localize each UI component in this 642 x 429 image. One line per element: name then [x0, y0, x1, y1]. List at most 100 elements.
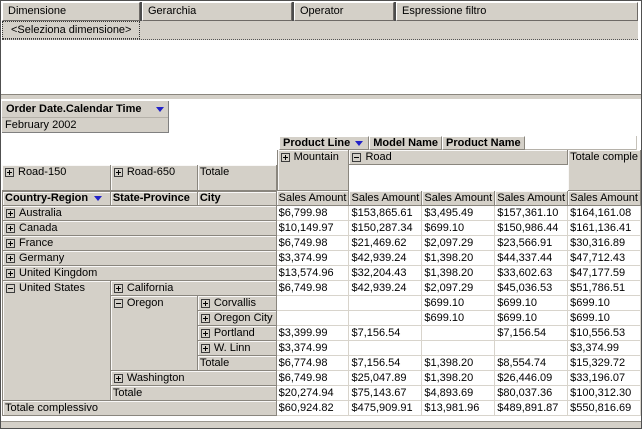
row-member-label: Australia	[19, 206, 62, 219]
data-cell	[276, 311, 350, 326]
row-member-california[interactable]: California	[110, 281, 277, 296]
row-member-label: Oregon	[126, 296, 164, 309]
data-cell: $153,865.61	[349, 206, 423, 221]
row-member-united-kingdom[interactable]: United Kingdom	[2, 266, 277, 281]
row-member-label: California	[126, 281, 174, 294]
data-cell	[349, 311, 423, 326]
row-member-washington[interactable]: Washington	[110, 371, 277, 386]
expand-icon[interactable]	[113, 373, 123, 383]
expand-icon[interactable]	[113, 167, 123, 177]
col-member-label: Mountain	[293, 150, 339, 163]
row-member-france[interactable]: France	[2, 236, 277, 251]
col-member-road-650[interactable]: Road-650	[110, 165, 198, 191]
data-cell: $3,399.99	[276, 326, 350, 341]
row-member-oregon-city[interactable]: Oregon City	[197, 311, 277, 326]
col-member-mountain[interactable]: Mountain	[276, 150, 350, 191]
data-cell: $75,143.67	[349, 386, 423, 401]
expand-icon[interactable]	[6, 268, 15, 278]
collapse-icon[interactable]	[113, 298, 123, 308]
column-fields-filler	[524, 136, 636, 150]
data-cell: $699.10	[568, 311, 641, 326]
col-member-road-150[interactable]: Road-150	[2, 165, 111, 191]
field-state-province[interactable]: State-Province	[110, 191, 198, 206]
row-member-united-states[interactable]: United States	[2, 281, 111, 401]
data-cell: $699.10	[495, 296, 569, 311]
data-cell: $1,398.20	[422, 251, 496, 266]
expand-icon[interactable]	[6, 253, 15, 263]
row-member-portland[interactable]: Portland	[197, 326, 277, 341]
data-cell: $1,398.20	[422, 356, 496, 371]
select-dimension-cell[interactable]: <Seleziona dimensione>	[2, 21, 140, 39]
measure-header[interactable]: Sales Amount	[349, 191, 423, 206]
expand-icon[interactable]	[6, 208, 15, 218]
collapse-icon[interactable]	[352, 152, 362, 162]
row-subtotal-united-states: Totale	[110, 386, 277, 401]
row-member-canada[interactable]: Canada	[2, 221, 277, 236]
table-row: Totale $6,774.98 $7,156.54 $1,398.20 $8,…	[2, 356, 641, 371]
row-member-oregon[interactable]: Oregon	[110, 296, 198, 371]
collapse-icon[interactable]	[6, 283, 15, 293]
table-row: Germany $3,374.99 $42,939.24 $1,398.20 $…	[2, 251, 641, 266]
measure-header[interactable]: Sales Amount	[568, 191, 641, 206]
row-member-australia[interactable]: Australia	[2, 206, 277, 221]
data-cell: $100,312.30	[568, 386, 641, 401]
field-country-region-label: Country-Region	[5, 192, 89, 204]
row-member-label: Washington	[126, 371, 185, 384]
column-fields-band: Product Line Model Name Product Name	[279, 136, 636, 150]
table-row: Totale complessivo $60,924.82 $475,909.9…	[2, 401, 641, 416]
dropdown-arrow-icon[interactable]	[156, 106, 164, 112]
field-product-name[interactable]: Product Name	[442, 136, 525, 150]
data-cell: $164,161.08	[568, 206, 641, 221]
dropdown-arrow-icon[interactable]	[355, 140, 364, 146]
table-row: Totale $20,274.94 $75,143.67 $4,893.69 $…	[2, 386, 641, 401]
measure-header-row: Country-Region State-Province City Sales…	[2, 191, 641, 206]
expand-icon[interactable]	[200, 343, 210, 353]
expand-icon[interactable]	[113, 283, 123, 293]
col-member-road[interactable]: Road	[349, 150, 569, 165]
field-country-region[interactable]: Country-Region	[2, 191, 111, 206]
measure-header[interactable]: Sales Amount	[422, 191, 496, 206]
row-member-label: Totale complessivo	[5, 401, 98, 414]
expand-icon[interactable]	[200, 298, 210, 308]
data-cell: $13,981.96	[422, 401, 496, 416]
col-member-label: Road	[365, 150, 392, 163]
table-row: United Kingdom $13,574.96 $32,204.43 $1,…	[2, 266, 641, 281]
row-member-label: United States	[19, 281, 86, 294]
data-cell: $157,361.10	[495, 206, 569, 221]
expand-icon[interactable]	[200, 328, 210, 338]
data-cell: $7,156.54	[495, 326, 569, 341]
measure-header[interactable]: Sales Amount	[276, 191, 350, 206]
data-cell: $2,097.29	[422, 281, 496, 296]
row-member-label: Oregon City	[213, 311, 273, 324]
row-subtotal-oregon: Totale	[197, 356, 277, 371]
expand-icon[interactable]	[5, 167, 14, 177]
col-member-label: Totale	[199, 165, 230, 178]
measure-header[interactable]: Sales Amount	[495, 191, 569, 206]
field-product-line[interactable]: Product Line	[279, 136, 370, 150]
expand-icon[interactable]	[200, 313, 210, 323]
table-row: Portland $3,399.99 $7,156.54 $7,156.54 $…	[2, 326, 641, 341]
data-cell: $45,036.53	[495, 281, 569, 296]
expand-icon[interactable]	[6, 238, 15, 248]
field-city[interactable]: City	[197, 191, 277, 206]
data-cell: $699.10	[422, 221, 496, 236]
data-cell	[276, 296, 350, 311]
col-grand-total: Totale comple	[568, 150, 641, 191]
field-product-line-label: Product Line	[283, 137, 351, 149]
row-member-w-linn[interactable]: W. Linn	[197, 341, 277, 356]
row-member-label: Corvallis	[213, 296, 257, 309]
table-row: United States California $6,749.98 $42,9…	[2, 281, 641, 401]
data-cell: $26,446.09	[495, 371, 569, 386]
row-member-corvallis[interactable]: Corvallis	[197, 296, 277, 311]
dropdown-arrow-icon[interactable]	[94, 196, 103, 201]
expand-icon[interactable]	[280, 152, 290, 162]
row-member-germany[interactable]: Germany	[2, 251, 277, 266]
row-member-label: Totale	[199, 356, 230, 369]
row-grand-total: Totale complessivo	[2, 401, 277, 416]
filter-field-button[interactable]: Order Date.Calendar Time	[2, 101, 168, 118]
field-model-name[interactable]: Model Name	[369, 136, 443, 150]
data-cell: $6,749.98	[276, 281, 350, 296]
expand-icon[interactable]	[6, 223, 15, 233]
filter-col-gerarchia: Gerarchia	[142, 2, 292, 21]
